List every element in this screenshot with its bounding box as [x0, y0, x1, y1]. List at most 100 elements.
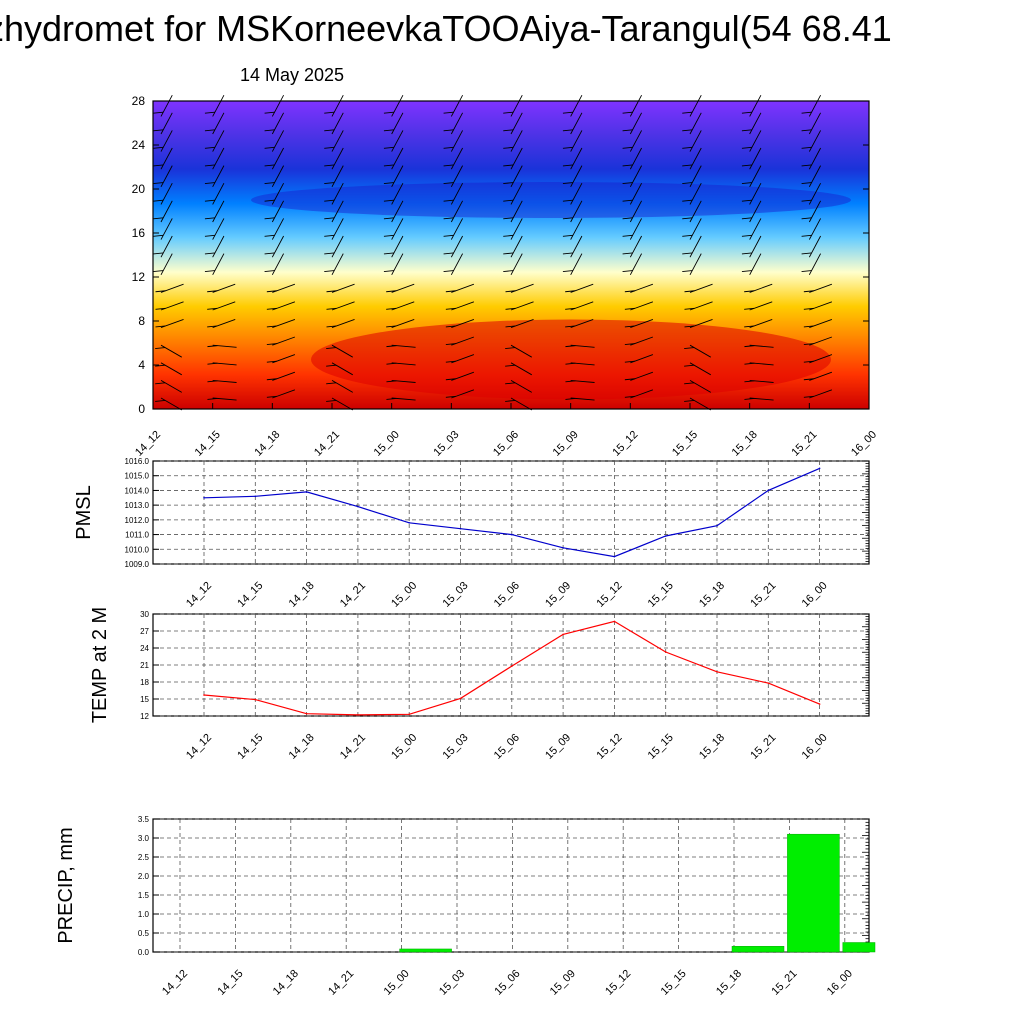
pmsl-point — [562, 547, 564, 549]
wind-barb — [160, 130, 173, 152]
y-tick-label: 1.0 — [138, 910, 150, 919]
wind-barb — [510, 380, 533, 393]
wind-barb-flag — [443, 146, 454, 149]
wind-barb — [212, 94, 225, 117]
wind-barb — [212, 200, 225, 223]
temp-point — [357, 714, 359, 716]
wind-barb-flag — [153, 182, 164, 185]
wind-barb-flag — [744, 307, 755, 310]
wind-barb — [160, 147, 173, 170]
x-tick-label: 15_06 — [491, 429, 521, 459]
wind-barb-flag — [682, 199, 693, 202]
wind-barb — [510, 397, 533, 411]
wind-barb-flag — [443, 252, 454, 255]
wind-barb-flag — [684, 325, 695, 328]
x-tick-label: 15_12 — [594, 732, 624, 762]
x-tick-label: 14_15 — [235, 732, 265, 762]
wind-barb-flag — [443, 182, 454, 185]
temp-point — [408, 713, 411, 716]
y-tick-label: 1.5 — [138, 891, 150, 900]
wind-barb — [570, 253, 583, 276]
wind-barb — [749, 130, 762, 152]
y-tick-label: 1009.0 — [125, 560, 150, 569]
wind-barb — [808, 218, 821, 240]
wind-barb-flag — [155, 382, 166, 385]
wind-barb-flag — [204, 252, 215, 255]
wind-barb — [510, 344, 533, 358]
wind-barb-flag — [562, 217, 573, 220]
panel-frame — [152, 460, 870, 565]
wind-barb-flag — [503, 146, 514, 149]
y-tick-label: 24 — [132, 138, 146, 152]
y-tick-label: 15 — [140, 695, 149, 704]
wind-barb-flag — [562, 111, 573, 114]
wind-barb-flag — [803, 395, 814, 398]
wind-barb — [160, 218, 173, 240]
wind-barb-flag — [386, 307, 397, 310]
wind-barb — [689, 94, 702, 117]
wind-barb — [510, 165, 523, 188]
wind-barb — [160, 235, 173, 258]
wind-barb-flag — [443, 111, 454, 114]
x-tick-label: 14_12 — [160, 968, 190, 998]
wind-barb-flag — [445, 378, 456, 381]
wind-barb-flag — [682, 252, 693, 255]
wind-barb-flag — [505, 364, 516, 367]
x-tick-label: 14_18 — [271, 968, 301, 998]
pmsl-point — [203, 496, 205, 499]
x-tick-label: 14_12 — [184, 580, 214, 610]
wind-barb-flag — [682, 270, 693, 273]
wind-barb-flag — [383, 270, 394, 273]
x-tick-label: 15_12 — [594, 580, 624, 610]
x-tick-label: 15_21 — [748, 580, 778, 610]
wind-barb-flag — [741, 234, 752, 237]
wind-barb — [331, 182, 344, 205]
wind-barb-flag — [562, 182, 573, 185]
wind-barb-flag — [324, 129, 335, 132]
wind-barb — [450, 130, 463, 152]
wind-barb-flag — [383, 252, 394, 255]
wind-barb — [450, 235, 463, 258]
wind-barb-flag — [383, 199, 394, 202]
y-tick-label: 24 — [140, 644, 149, 653]
wind-barb-flag — [684, 382, 695, 385]
wind-barb-flag — [682, 111, 693, 114]
wind-barb-flag — [443, 217, 454, 220]
x-tick-label: 15_03 — [431, 429, 461, 459]
wind-barb-flag — [624, 325, 635, 328]
wind-barb — [331, 362, 354, 376]
wind-barb — [808, 200, 821, 223]
wind-barb-flag — [503, 270, 514, 273]
x-tick-label: 15_18 — [730, 429, 760, 459]
pmsl-point — [459, 527, 462, 530]
wind-barb — [570, 112, 583, 135]
wind-barb-flag — [266, 360, 277, 363]
precip-bar — [399, 948, 452, 953]
wind-barb — [629, 112, 642, 135]
wind-barb-flag — [562, 234, 573, 237]
panel-frame — [152, 818, 870, 953]
x-tick-label: 15_06 — [492, 580, 522, 610]
y-tick-label: 3.5 — [138, 815, 150, 824]
wind-barb — [689, 147, 702, 170]
wind-barb — [689, 362, 712, 376]
x-tick-label: 15_12 — [610, 429, 640, 459]
wind-barb-flag — [386, 345, 397, 348]
wind-barb-flag — [264, 217, 275, 220]
wind-barb-flag — [264, 252, 275, 255]
wind-barb-flag — [622, 234, 633, 237]
wind-barb — [331, 235, 344, 258]
temp-point — [767, 682, 770, 684]
wind-barb-flag — [624, 378, 635, 381]
wind-barb — [331, 165, 344, 188]
y-tick-label: 21 — [140, 661, 149, 670]
wind-barb-flag — [684, 307, 695, 310]
x-tick-label: 14_18 — [252, 429, 282, 459]
wind-barb-flag — [445, 307, 456, 310]
wind-barb-flag — [562, 199, 573, 202]
x-tick-label: 14_12 — [184, 732, 214, 762]
wind-barb-flag — [624, 395, 635, 398]
wind-barb — [808, 235, 821, 258]
wind-barb — [450, 94, 463, 117]
temp-point — [664, 651, 667, 653]
